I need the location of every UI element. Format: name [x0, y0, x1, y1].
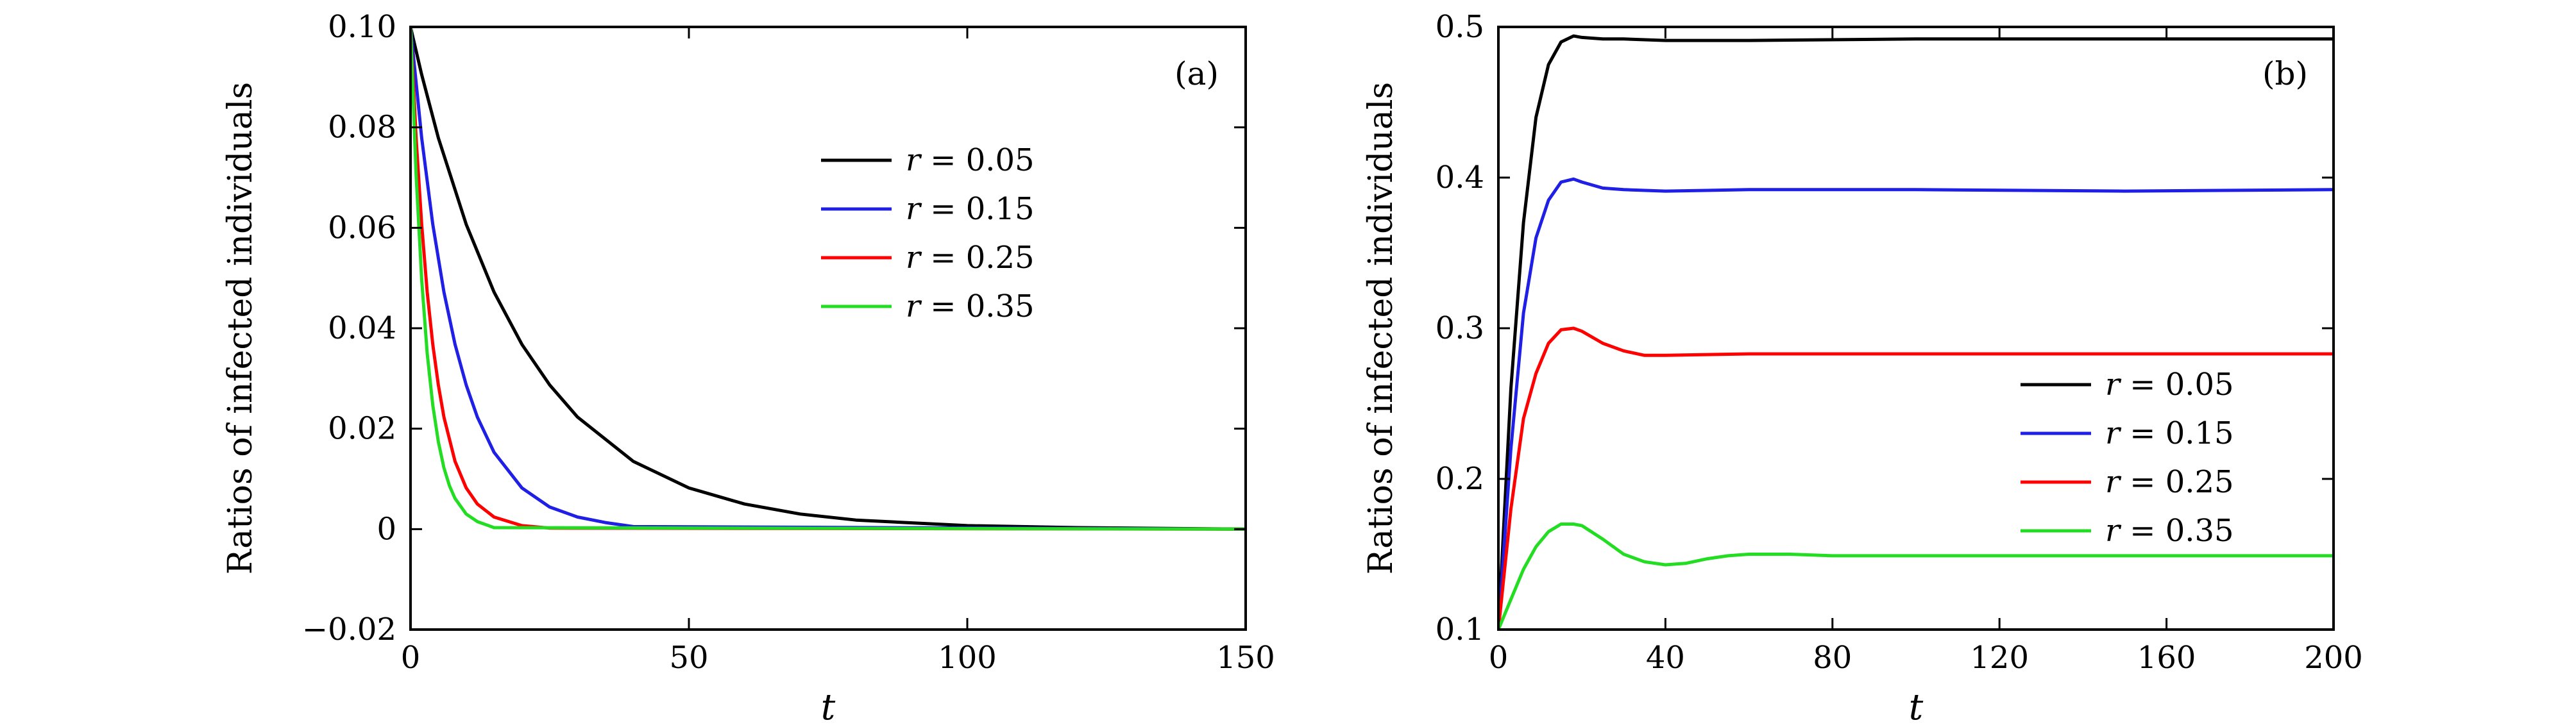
panel-b-ytick-label: 0.1 — [1436, 612, 1484, 648]
panel-b-legend-label-0.15: r = 0.15 — [2105, 415, 2234, 451]
panel-a-xtick-label: 50 — [669, 640, 708, 676]
panel-a-legend-label-0.15: r = 0.15 — [906, 191, 1035, 227]
panel-a-legend: r = 0.05 r = 0.15 r = 0.25 r = 0.35 — [821, 142, 1035, 324]
panel-b-series-line-0.35 — [1498, 522, 2334, 630]
panel-a-xlabel: t — [821, 687, 836, 727]
panel-a-xtick-label: 100 — [938, 640, 997, 676]
panel-b-legend: r = 0.05 r = 0.15 r = 0.25 r = 0.35 — [2021, 367, 2234, 549]
panel-b-xtick-label: 200 — [2304, 640, 2363, 676]
panel-a-legend-label-0.35: r = 0.35 — [906, 288, 1035, 324]
panel-b-xtick-label: 80 — [1813, 640, 1852, 676]
panel-a-series-line-0.25 — [411, 27, 1246, 531]
panel-a-xtick-label: 150 — [1216, 640, 1275, 676]
panel-a-series-line-0.15 — [411, 27, 1246, 531]
panel-a-ytick-label: 0.04 — [328, 310, 396, 346]
panel-b-ytick-label: 0.5 — [1436, 9, 1484, 45]
panel-b-xlabel: t — [1909, 687, 1924, 727]
panel-b-chart: Ratios of infected individuals t (b) 0 40… — [1362, 9, 2363, 727]
panel-a-series-line-0.05 — [411, 27, 1246, 531]
panel-a-chart: Ratios of infected individuals t (a) 0 50… — [221, 9, 1275, 727]
panel-b-series-line-0.15 — [1498, 177, 2334, 630]
panel-b-series-line-0.25 — [1498, 326, 2334, 630]
panel-b-legend-label-0.35: r = 0.35 — [2105, 513, 2234, 549]
panel-a-ytick-label: −0.02 — [302, 612, 396, 648]
panel-b-ytick-label: 0.3 — [1436, 310, 1484, 346]
panel-b-frame — [1497, 26, 2335, 631]
panel-a-ylabel: Ratios of infected individuals — [221, 82, 260, 574]
panel-b-xtick-label: 40 — [1646, 640, 1685, 676]
panel-a-series-line-0.35 — [411, 27, 1246, 531]
panel-b-ytick-label: 0.2 — [1436, 461, 1484, 497]
panel-b-xtick-label: 160 — [2137, 640, 2196, 676]
panel-b-tag: (b) — [2262, 55, 2308, 92]
panel-b-ytick-label: 0.4 — [1436, 160, 1484, 196]
panel-a-ytick-label: 0.08 — [328, 110, 396, 146]
panel-b-ylabel: Ratios of infected individuals — [1362, 82, 1400, 574]
panel-a-xtick-label: 0 — [401, 640, 421, 676]
panel-a-tag: (a) — [1174, 55, 1219, 92]
panel-a-ytick-label: 0 — [377, 511, 396, 547]
panel-b-legend-label-0.05: r = 0.05 — [2105, 367, 2234, 403]
panel-a-legend-label-0.25: r = 0.25 — [906, 240, 1035, 276]
panel-a-ytick-label: 0.10 — [328, 9, 396, 45]
panel-a-ytick-label: 0.06 — [328, 210, 396, 246]
panel-a-ytick-label: 0.02 — [328, 411, 396, 447]
panel-b-xtick-label: 0 — [1489, 640, 1509, 676]
panel-a-frame — [409, 26, 1247, 631]
panel-b-series-line-0.05 — [1498, 34, 2334, 630]
panel-b-xtick-label: 120 — [1970, 640, 2029, 676]
panel-a-legend-label-0.05: r = 0.05 — [906, 142, 1035, 178]
panel-b-legend-label-0.25: r = 0.25 — [2105, 464, 2234, 500]
